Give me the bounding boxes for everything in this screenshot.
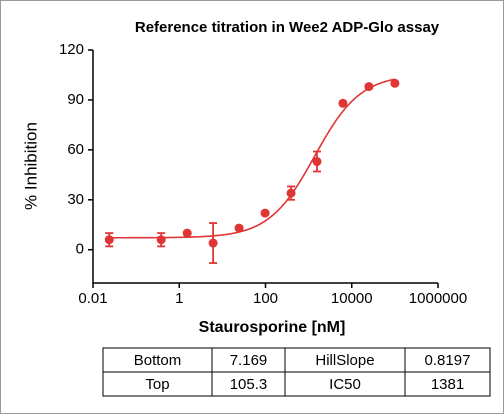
y-axis-label: % Inhibition xyxy=(21,122,40,210)
param-label: HillSlope xyxy=(315,352,374,369)
data-point xyxy=(208,238,218,248)
data-point xyxy=(182,228,192,238)
x-tick-label: 10000 xyxy=(331,290,373,307)
y-tick-label: 60 xyxy=(67,141,84,158)
x-axis-label: Staurosporine [nM] xyxy=(199,319,346,336)
data-point xyxy=(234,223,244,233)
x-tick-label: 100 xyxy=(253,290,278,307)
data-point xyxy=(260,208,270,218)
y-tick-label: 120 xyxy=(59,41,84,58)
param-label: IC50 xyxy=(329,376,361,393)
data-point xyxy=(390,78,400,88)
fit-curve xyxy=(109,78,396,239)
data-point xyxy=(104,235,114,245)
param-label: Bottom xyxy=(134,352,182,369)
table-cell xyxy=(284,371,406,397)
data-point xyxy=(338,98,348,108)
table-cell xyxy=(404,371,491,397)
x-tick-label: 1 xyxy=(175,290,183,307)
x-tick-label: 0.01 xyxy=(78,290,107,307)
x-tick-label: 1000000 xyxy=(409,290,467,307)
table-cell xyxy=(102,371,213,397)
y-tick-label: 90 xyxy=(67,91,84,108)
param-label: Top xyxy=(145,376,169,393)
y-tick-label: 0 xyxy=(76,241,84,258)
param-value: 0.8197 xyxy=(425,352,471,369)
data-point xyxy=(364,82,374,92)
data-point xyxy=(156,235,166,245)
data-point xyxy=(312,157,322,167)
table-cell xyxy=(404,347,491,373)
param-value: 1381 xyxy=(431,376,464,393)
y-tick-label: 30 xyxy=(67,191,84,208)
param-value: 105.3 xyxy=(230,376,268,393)
data-point xyxy=(286,188,296,198)
chart-title: Reference titration in Wee2 ADP-Glo assa… xyxy=(135,19,440,36)
param-value: 7.169 xyxy=(230,352,268,369)
